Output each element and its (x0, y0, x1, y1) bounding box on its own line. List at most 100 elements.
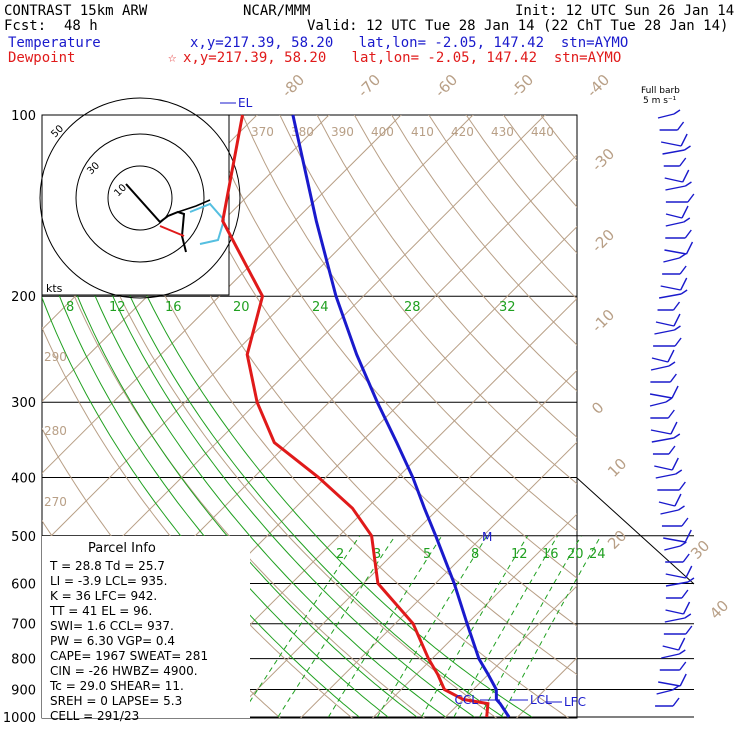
wind-barb-flag (679, 661, 687, 671)
pressure-label: 900 (11, 683, 36, 698)
moist-adiabat-label: 8 (66, 300, 74, 315)
hodograph-trace-upper (177, 199, 211, 213)
wind-barb (660, 509, 679, 515)
parcel-info-title: Parcel Info (88, 541, 156, 556)
mixing-ratio-label: 24 (589, 547, 606, 562)
wind-barb-flag (668, 445, 676, 455)
wind-barb (658, 501, 676, 507)
mixing-ratio-label: 8 (471, 547, 479, 562)
pressure-label: 100 (11, 109, 36, 124)
dry-adiabat (55, 115, 498, 718)
forecast-label: Fcst: (4, 18, 47, 34)
wind-barb-flag (681, 517, 689, 527)
theta-label: 410 (411, 125, 434, 139)
dry-adiabat (540, 115, 577, 162)
wind-barb-flag (678, 637, 686, 651)
wind-barb (650, 429, 672, 435)
mixing-ratio-line (327, 536, 443, 718)
parcel-info-row: K = 36 LFC= 942. (50, 589, 157, 603)
parcel-info-row: CAPE= 1967 SWEAT= 281 (50, 649, 208, 663)
temperature-legend-label: Temperature (8, 35, 101, 51)
wind-barb (656, 689, 673, 695)
temperature-axis-label: 20 (604, 527, 630, 553)
parcel-info-row: Tc = 29.0 SHEAR= 11. (49, 679, 184, 693)
hodograph-unit-label: kts (46, 282, 63, 295)
wind-barb (650, 365, 670, 371)
wind-barb (654, 329, 675, 335)
wind-barb (665, 221, 684, 227)
hodograph-ring (39, 97, 241, 299)
parcel-info-row: SWI= 1.6 CCL= 937. (50, 619, 174, 633)
center-label: NCAR/MMM (243, 3, 311, 19)
wind-barb-flag (674, 337, 682, 347)
isotherm-line (42, 115, 330, 403)
wind-barb-flag (685, 565, 693, 579)
wind-barb-flag (683, 217, 691, 223)
wind-barb (660, 285, 681, 291)
wind-barb-flag (682, 169, 690, 183)
moist-adiabat (82, 220, 475, 718)
wind-barb-flag (679, 673, 687, 687)
mixing-ratio-lines (239, 536, 602, 718)
theta-label: 280 (44, 424, 67, 438)
sounding-profiles (221, 114, 511, 718)
wind-barb (665, 581, 689, 587)
pressure-label: 700 (11, 618, 36, 633)
wind-barb-flag (671, 457, 679, 471)
moist-adiabat (66, 220, 446, 718)
dry-adiabat (353, 115, 577, 392)
isotherm-line (227, 369, 577, 718)
mixing-ratio-label: 20 (567, 547, 584, 562)
wind-barb-flag (678, 649, 686, 655)
level-marker-label: LCL (530, 693, 552, 707)
wind-barb (651, 437, 674, 443)
mixing-ratio-label: 12 (511, 547, 528, 562)
mixing-ratio-label: 5 (423, 547, 431, 562)
pressure-label: 1000 (3, 711, 36, 726)
theta-label: 390 (331, 125, 354, 139)
forecast-hour: 48 h (64, 18, 98, 34)
dewpoint-station-info: x,y=217.39, 58.20 lat,lon= -2.05, 147.42… (183, 50, 622, 66)
parcel-info-box (42, 536, 250, 718)
isotherm-line (515, 657, 577, 718)
dry-adiabat (316, 115, 577, 438)
wind-barb-flag (677, 121, 685, 131)
wind-barb (664, 617, 685, 623)
wind-barb-flag (684, 145, 691, 151)
temperature-station-info: x,y=217.39, 58.20 lat,lon= -2.05, 147.42… (190, 35, 629, 51)
wind-barb (663, 537, 686, 543)
wind-barb-flag (680, 289, 688, 295)
isotherm-line (42, 115, 546, 618)
hodograph-ring (75, 133, 205, 263)
dry-adiabat (502, 115, 577, 208)
pressure-label: 400 (11, 471, 36, 486)
level-marker-label: LFC (564, 695, 586, 709)
wind-barb (658, 681, 681, 687)
wind-barb-flag (669, 373, 677, 383)
mixing-ratio-line (376, 536, 488, 718)
wind-barb (662, 645, 679, 651)
wind-barb-flag (673, 433, 681, 439)
wind-barb (651, 357, 669, 363)
dry-adiabat (279, 115, 577, 485)
wind-barb (665, 573, 686, 579)
mixing-ratio-line (239, 536, 361, 718)
temperature-axis-label: -70 (354, 71, 384, 101)
moist-adiabat (50, 220, 418, 718)
dewpoint-star-icon: ☆ (168, 50, 177, 66)
wind-barb (654, 465, 673, 471)
parcel-info-row: CELL = 291/23 (50, 709, 139, 723)
isotherm-line (299, 441, 577, 718)
dry-adiabat (204, 115, 577, 579)
mixing-ratio-line (453, 536, 559, 718)
pressure-label: 300 (11, 396, 36, 411)
wind-barb-flag (672, 697, 680, 707)
wind-barb-flag (674, 325, 681, 331)
lower-frame-edge (576, 477, 695, 585)
wind-barb-flag (687, 577, 695, 583)
wind-barb-flag (679, 541, 687, 547)
moist-adiabat-label: 20 (233, 300, 250, 315)
pressure-label: 200 (11, 290, 36, 305)
theta-label: 440 (531, 125, 554, 139)
